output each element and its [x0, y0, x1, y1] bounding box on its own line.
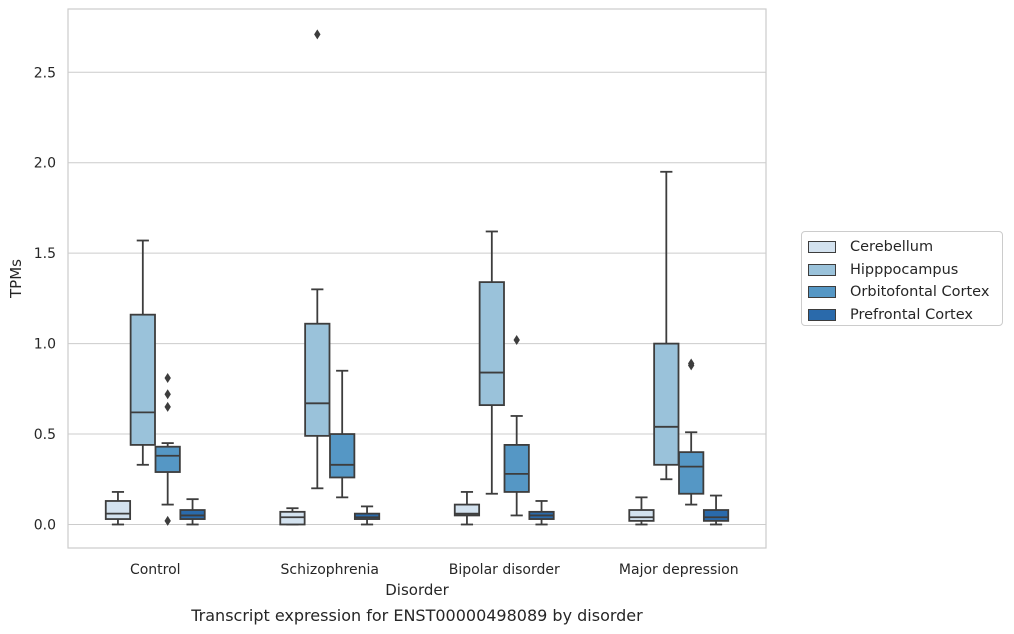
outlier-point — [164, 389, 171, 400]
box — [453, 503, 481, 517]
y-tick-label: 2.0 — [34, 156, 56, 172]
outlier-point — [687, 358, 695, 369]
box — [279, 510, 306, 526]
outlier-point — [164, 372, 171, 383]
legend-label: Prefrontal Cortex — [850, 306, 973, 323]
box — [329, 433, 356, 479]
y-tick-label: 1.0 — [34, 337, 56, 353]
box — [678, 451, 705, 495]
box — [478, 281, 505, 407]
box — [179, 509, 206, 520]
y-tick-label: 1.5 — [34, 246, 56, 262]
legend-item: Hipppocampus — [808, 259, 1002, 282]
box — [702, 509, 730, 522]
x-tick-label: Major depression — [619, 562, 739, 578]
legend-item: Prefrontal Cortex — [808, 304, 1002, 327]
outlier-point — [164, 515, 171, 526]
box — [129, 313, 156, 446]
box — [304, 322, 331, 437]
y-tick-label: 2.5 — [34, 65, 56, 81]
x-axis-label: Disorder — [385, 581, 449, 599]
legend-label: Cerebellum — [850, 239, 934, 256]
legend-swatch — [808, 286, 836, 299]
box — [628, 509, 655, 522]
legend-label: Orbitofontal Cortex — [850, 284, 990, 301]
x-tick-label: Schizophrenia — [281, 562, 379, 578]
legend-swatch — [808, 308, 836, 321]
box — [353, 512, 381, 520]
outlier-point — [314, 29, 321, 40]
x-tick-label: Control — [130, 562, 181, 578]
legend-item: Cerebellum — [808, 236, 1002, 259]
legend: Cerebellum Hipppocampus Orbitofontal Cor… — [801, 231, 1003, 326]
legend-item: Orbitofontal Cortex — [808, 281, 1002, 304]
legend-swatch — [808, 241, 836, 254]
box — [154, 445, 181, 473]
y-tick-label: 0.0 — [34, 517, 56, 533]
y-axis-label: TPMs — [7, 259, 25, 299]
box — [104, 500, 132, 520]
outlier-point — [164, 401, 171, 412]
legend-label: Hipppocampus — [850, 261, 959, 278]
x-tick-label: Bipolar disorder — [449, 562, 560, 578]
legend-swatch — [808, 263, 836, 276]
outlier-point — [513, 334, 520, 345]
box — [653, 342, 680, 466]
plot-frame — [67, 8, 767, 549]
box — [503, 444, 530, 493]
chart-caption: Transcript expression for ENST0000049808… — [191, 606, 643, 625]
y-tick-label: 0.5 — [34, 427, 56, 443]
